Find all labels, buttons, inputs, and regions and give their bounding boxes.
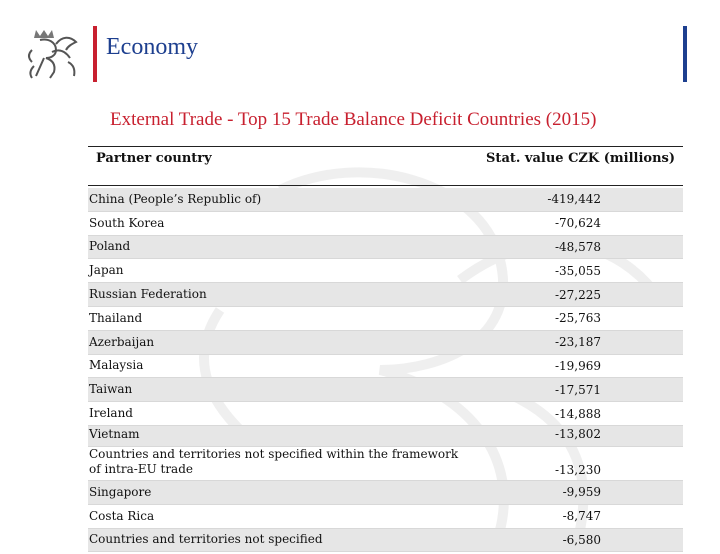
- country-cell: China (People’s Republic of): [89, 191, 262, 206]
- value-cell: -8,747: [562, 509, 601, 524]
- table-row: Vietnam -13,802: [88, 425, 683, 447]
- table-row: Azerbaijan -23,187: [88, 330, 683, 355]
- country-cell: Taiwan: [89, 382, 133, 397]
- value-cell: -13,230: [554, 462, 601, 477]
- country-cell: Countries and territories not specified …: [89, 446, 459, 476]
- country-cell: Poland: [89, 239, 131, 254]
- table-row: South Korea -70,624: [88, 212, 683, 236]
- table-row: Japan -35,055: [88, 259, 683, 284]
- table-row: Taiwan -17,571: [88, 378, 683, 403]
- value-cell: -35,055: [554, 263, 601, 278]
- value-cell: -419,442: [547, 192, 601, 207]
- value-cell: -27,225: [554, 287, 601, 302]
- value-cell: -14,888: [554, 406, 601, 421]
- table-row: Thailand -25,763: [88, 307, 683, 331]
- value-cell: -19,969: [554, 358, 601, 373]
- bohemian-lion-icon: [22, 22, 86, 86]
- trade-deficit-table: Partner country Stat. value CZK (million…: [88, 146, 683, 553]
- table-row: Costa Rica -8,747: [88, 505, 683, 529]
- right-accent-bar: [683, 26, 687, 82]
- column-header-country: Partner country: [96, 151, 212, 166]
- table-row: Ireland -14,888: [88, 402, 683, 426]
- country-cell: Thailand: [89, 310, 143, 325]
- table-header: Partner country Stat. value CZK (million…: [88, 146, 683, 186]
- table-row: Malaysia -19,969: [88, 355, 683, 379]
- table-row: Countries and territories not specified …: [88, 528, 683, 553]
- page-title: Economy: [106, 34, 198, 60]
- value-cell: -25,763: [554, 311, 601, 326]
- country-cell: Russian Federation: [89, 287, 207, 302]
- table-row: Russian Federation -27,225: [88, 283, 683, 307]
- country-cell: Vietnam: [89, 426, 140, 441]
- table-row: Countries and territories not specified …: [88, 447, 683, 481]
- country-cell: Ireland: [89, 406, 133, 421]
- table-row: Singapore -9,959: [88, 480, 683, 505]
- country-cell: Azerbaijan: [89, 334, 155, 349]
- country-cell: South Korea: [89, 215, 165, 230]
- country-cell: Singapore: [89, 484, 152, 499]
- table-row: China (People’s Republic of) -419,442: [88, 188, 683, 212]
- country-cell: Malaysia: [89, 358, 144, 373]
- value-cell: -13,802: [554, 426, 601, 441]
- value-cell: -70,624: [554, 216, 601, 231]
- column-header-value: Stat. value CZK (millions): [486, 151, 675, 166]
- table-row: Poland -48,578: [88, 235, 683, 260]
- value-cell: -23,187: [554, 335, 601, 350]
- value-cell: -48,578: [554, 239, 601, 254]
- value-cell: -9,959: [562, 485, 601, 500]
- country-cell: Japan: [89, 263, 124, 278]
- table-title: External Trade - Top 15 Trade Balance De…: [110, 109, 597, 130]
- country-cell: Costa Rica: [89, 508, 155, 523]
- title-accent-bar: [93, 26, 97, 82]
- value-cell: -17,571: [554, 382, 601, 397]
